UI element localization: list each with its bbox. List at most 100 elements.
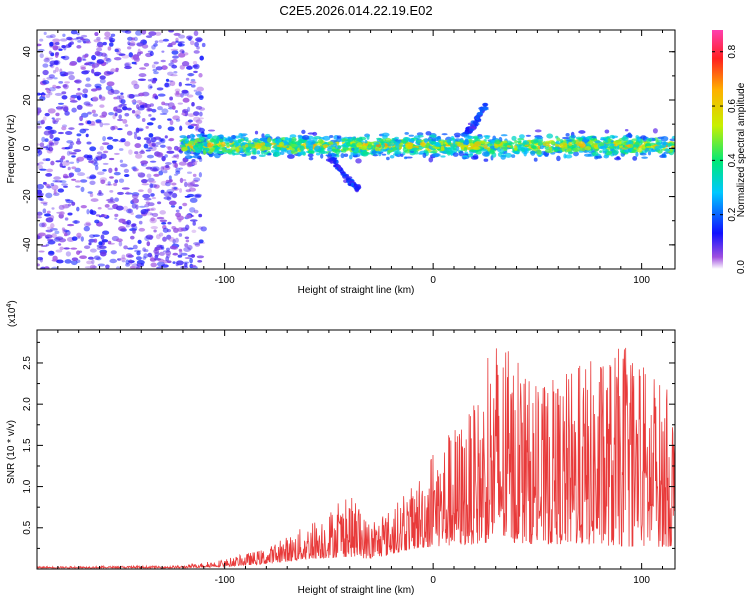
noise-blob bbox=[136, 42, 145, 47]
trace-blob bbox=[458, 150, 464, 157]
chart-title: C2E5.2026.014.22.19.E02 bbox=[279, 3, 432, 18]
noise-blob bbox=[166, 228, 171, 233]
noise-blob bbox=[39, 198, 44, 202]
noise-blob bbox=[170, 74, 178, 77]
noise-blob bbox=[167, 146, 173, 151]
noise-blob bbox=[133, 133, 138, 140]
noise-blob bbox=[193, 50, 200, 54]
trace-blob bbox=[367, 146, 371, 149]
colorbar-tick-label: 0.8 bbox=[727, 44, 738, 58]
noise-blob bbox=[141, 179, 148, 184]
branch-blob bbox=[333, 157, 337, 160]
noise-blob bbox=[143, 143, 149, 149]
noise-blob bbox=[193, 209, 199, 214]
noise-blob bbox=[193, 70, 198, 74]
trace-blob bbox=[671, 135, 675, 140]
noise-blob bbox=[169, 119, 174, 126]
branch-blob bbox=[325, 154, 331, 157]
trace-blob bbox=[599, 145, 608, 150]
noise-blob bbox=[187, 245, 193, 250]
noise-blob bbox=[174, 88, 181, 93]
trace-blob bbox=[341, 150, 347, 153]
noise-blob bbox=[71, 151, 77, 155]
noise-blob bbox=[131, 198, 140, 204]
noise-blob bbox=[199, 111, 203, 117]
noise-blob bbox=[71, 155, 76, 158]
noise-blob bbox=[37, 143, 40, 146]
spectrogram-x-ticks: -100 0 100 bbox=[57, 30, 663, 286]
noise-blob bbox=[115, 105, 122, 110]
noise-blob bbox=[120, 103, 127, 106]
noise-blob bbox=[71, 178, 77, 181]
noise-blob bbox=[154, 95, 159, 100]
trace-blob bbox=[232, 152, 241, 156]
noise-blob bbox=[189, 81, 197, 84]
noise-blob bbox=[115, 266, 121, 269]
noise-blob bbox=[157, 201, 162, 205]
trace-blob bbox=[237, 138, 242, 144]
noise-blob bbox=[68, 74, 75, 81]
noise-blob bbox=[143, 249, 149, 253]
noise-blob bbox=[114, 112, 118, 117]
trace-blob bbox=[523, 150, 527, 157]
noise-blob bbox=[126, 46, 132, 50]
noise-blob bbox=[93, 255, 101, 260]
trace-blob bbox=[599, 150, 603, 153]
noise-blob bbox=[75, 140, 82, 145]
noise-blob bbox=[93, 161, 99, 167]
noise-blob bbox=[66, 71, 75, 75]
noise-blob bbox=[121, 254, 126, 259]
noise-blob bbox=[69, 161, 75, 164]
noise-blob bbox=[93, 71, 102, 76]
trace-blob bbox=[417, 134, 424, 138]
noise-blob bbox=[131, 223, 137, 227]
noise-blob bbox=[63, 185, 68, 188]
trace-blob bbox=[439, 150, 446, 154]
trace-blob bbox=[635, 151, 639, 157]
trace-blob bbox=[263, 151, 269, 155]
burst-blob bbox=[465, 126, 470, 132]
noise-blob bbox=[172, 115, 180, 121]
noise-blob bbox=[170, 205, 176, 208]
trace-blob bbox=[301, 129, 306, 135]
noise-blob bbox=[108, 167, 113, 174]
trace-blob bbox=[386, 156, 390, 161]
noise-blob bbox=[70, 30, 78, 35]
snr-frame bbox=[36, 329, 676, 570]
noise-blob bbox=[66, 36, 73, 41]
noise-blob bbox=[87, 111, 92, 115]
noise-blob bbox=[40, 119, 45, 125]
noise-blob bbox=[159, 244, 165, 249]
trace-blob bbox=[330, 153, 337, 158]
noise-blob bbox=[113, 57, 122, 61]
noise-blob bbox=[67, 203, 72, 207]
trace-blob bbox=[453, 132, 461, 137]
noise-blob bbox=[59, 246, 65, 251]
noise-blob bbox=[156, 216, 165, 220]
noise-blob bbox=[100, 179, 106, 185]
noise-blob bbox=[99, 95, 106, 101]
noise-blob bbox=[166, 80, 174, 83]
noise-blob bbox=[118, 240, 123, 247]
noise-blob bbox=[81, 34, 88, 38]
colorbar-ticks: 0.2 0.4 0.6 0.8 bbox=[712, 44, 738, 222]
trace-blob bbox=[644, 147, 650, 152]
trace-blob bbox=[375, 151, 382, 154]
noise-blob bbox=[139, 128, 143, 132]
trace-blob bbox=[621, 136, 629, 142]
noise-blob bbox=[150, 226, 158, 230]
noise-blob bbox=[126, 219, 132, 226]
noise-blob bbox=[124, 124, 129, 127]
noise-blob bbox=[148, 133, 154, 138]
noise-blob bbox=[102, 142, 110, 145]
trace-blob bbox=[559, 146, 564, 149]
trace-blob bbox=[381, 153, 387, 156]
noise-blob bbox=[125, 253, 133, 258]
noise-blob bbox=[101, 111, 108, 117]
noise-blob bbox=[91, 54, 97, 61]
noise-blob bbox=[193, 89, 198, 92]
noise-blob bbox=[195, 125, 199, 131]
noise-blob bbox=[178, 161, 187, 166]
x-tick-label: 100 bbox=[633, 275, 650, 286]
noise-blob bbox=[117, 118, 124, 122]
